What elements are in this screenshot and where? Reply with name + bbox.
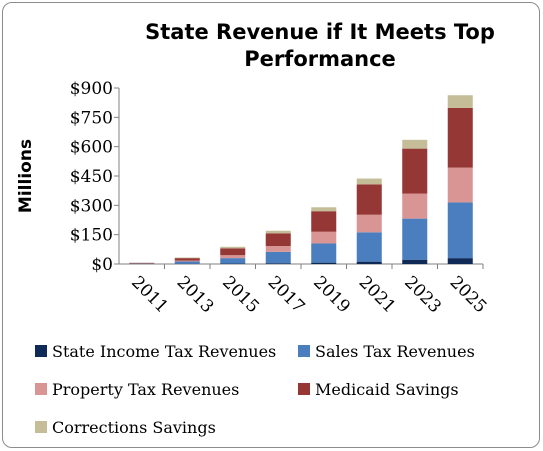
- bar-segment: [265, 251, 291, 264]
- bar-segment: [174, 260, 200, 262]
- legend-entry-label: Sales Tax Revenues: [315, 342, 475, 361]
- bar-segment: [447, 258, 473, 264]
- legend-swatch: [298, 345, 310, 357]
- bar-segment: [311, 262, 337, 264]
- legend-entry-label: State Income Tax Revenues: [52, 342, 276, 361]
- y-tick-label: $300: [70, 196, 113, 216]
- bar-segment: [174, 258, 200, 261]
- y-axis-label: Millions: [16, 139, 36, 213]
- x-tick-label: 2023: [400, 272, 445, 317]
- bar-segment: [220, 248, 246, 256]
- legend: State Income Tax Revenues Sales Tax Reven…: [35, 342, 475, 437]
- chart-title-line-2: Performance: [244, 47, 396, 71]
- bar-segment: [311, 243, 337, 263]
- bar-segment: [174, 261, 200, 264]
- bar-segment: [174, 257, 200, 259]
- bar-segment: [311, 211, 337, 232]
- legend-swatch: [35, 345, 47, 357]
- bar-segment: [447, 107, 473, 168]
- y-tick-label: $600: [70, 138, 113, 158]
- y-tick-label: $450: [70, 167, 113, 187]
- bar-segment: [402, 259, 428, 264]
- x-tick-label: 2013: [173, 272, 218, 317]
- y-tick-label: $0: [91, 255, 113, 275]
- legend-swatch: [298, 383, 310, 395]
- bar-segment: [220, 255, 246, 259]
- x-tick-label: 2015: [218, 272, 263, 317]
- bar-segment: [311, 231, 337, 244]
- x-tick-label: 2011: [127, 272, 172, 317]
- bar-segment: [356, 178, 382, 185]
- x-tick-label: 2017: [264, 272, 309, 317]
- x-tick-label: 2021: [355, 272, 400, 317]
- legend-swatch: [35, 421, 47, 433]
- bar-segment: [265, 246, 291, 252]
- bar-segment: [402, 218, 428, 260]
- bar-segment: [129, 262, 155, 264]
- bar-segment: [265, 230, 291, 234]
- y-tick-label: $900: [70, 79, 113, 99]
- legend-entry-label: Property Tax Revenues: [52, 380, 239, 399]
- chart-title-line-1: State Revenue if It Meets Top: [145, 20, 495, 44]
- legend-entry-label: Medicaid Savings: [315, 380, 459, 399]
- bar-segment: [265, 263, 291, 264]
- y-tick-label: $750: [70, 108, 113, 128]
- bar-segment: [356, 184, 382, 215]
- bar-segment: [447, 202, 473, 259]
- bar-segment: [356, 232, 382, 262]
- legend-entry-label: Corrections Savings: [52, 418, 216, 437]
- bar-segment: [311, 207, 337, 212]
- bar-segment: [447, 167, 473, 203]
- bar-segment: [356, 214, 382, 233]
- bar-segment: [265, 233, 291, 247]
- bar-segment: [402, 148, 428, 194]
- legend-swatch: [35, 383, 47, 395]
- bar-segment: [402, 193, 428, 219]
- bar-segment: [220, 258, 246, 264]
- x-tick-label: 2019: [309, 272, 354, 317]
- y-tick-label: $150: [70, 226, 113, 246]
- bar-segment: [402, 139, 428, 149]
- bar-segment: [447, 95, 473, 108]
- bar-segment: [356, 261, 382, 264]
- bar-segment: [220, 246, 246, 249]
- x-tick-label: 2025: [446, 272, 491, 317]
